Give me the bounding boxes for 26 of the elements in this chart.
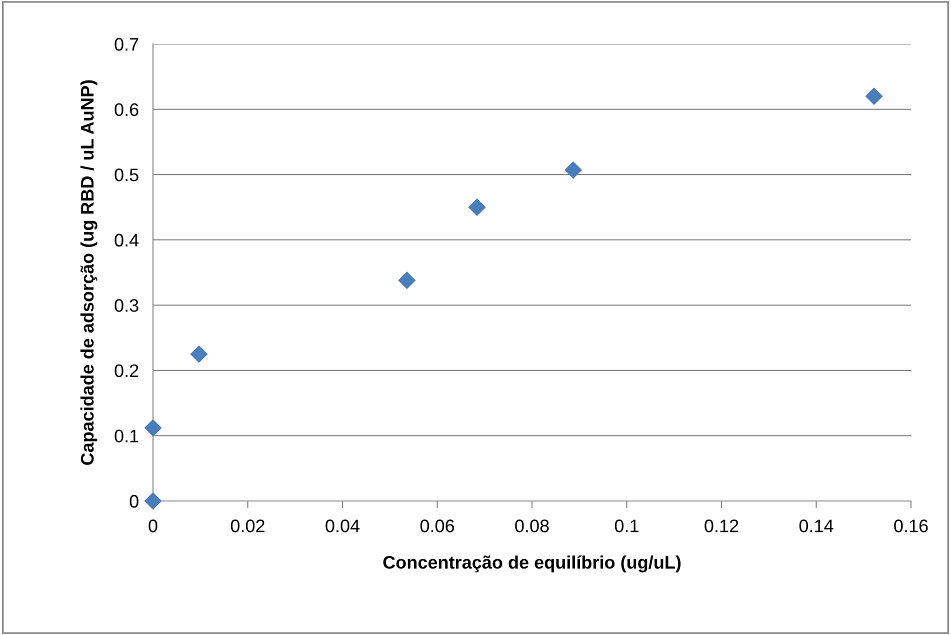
- x-tick-label: 0.08: [515, 520, 549, 532]
- y-axis-title: Capacidade de adsorção (ug RBD / uL AuNP): [80, 80, 98, 465]
- point: [398, 272, 416, 290]
- y-tick-label: 0.3: [114, 299, 138, 312]
- point: [564, 161, 582, 179]
- y-tick-label: 0.6: [114, 103, 138, 116]
- x-tick-label: 0.04: [326, 520, 360, 532]
- x-axis-title: Concentração de equilíbrio (ug/uL): [383, 555, 681, 572]
- y-tick-label: 0: [130, 494, 138, 508]
- x-tick-label: 0.14: [799, 520, 834, 532]
- x-tick-label: 0.02: [230, 520, 264, 532]
- y-tick-label: 0.7: [114, 38, 138, 51]
- x-tick-label: 0: [148, 520, 158, 532]
- y-tick-label: 0.5: [114, 168, 138, 182]
- y-tick-label: 0.1: [114, 430, 138, 442]
- y-tick-label: 0.4: [114, 234, 139, 247]
- point: [144, 419, 162, 437]
- x-tick-label: 0.1: [614, 520, 638, 532]
- x-tick-label: 0.06: [420, 520, 454, 532]
- x-tick-label: 0.12: [704, 520, 738, 532]
- point: [144, 492, 162, 510]
- point: [468, 198, 486, 216]
- point: [865, 87, 883, 106]
- x-tick-label: 0.16: [894, 520, 928, 532]
- y-tick-label: 0.2: [114, 364, 138, 378]
- point: [190, 345, 208, 363]
